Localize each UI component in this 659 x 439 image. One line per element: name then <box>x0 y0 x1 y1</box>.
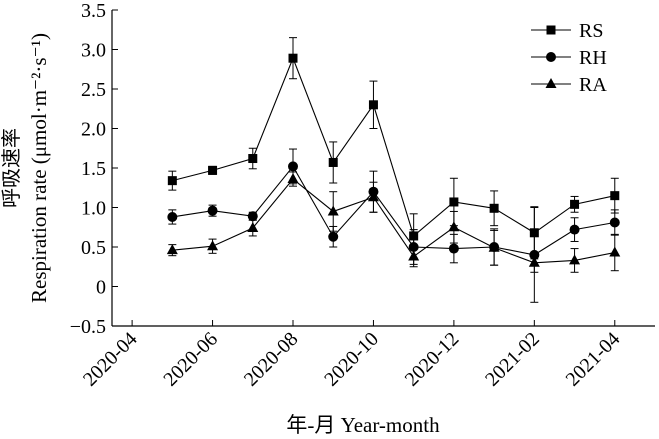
series-line-ra <box>172 178 615 264</box>
y-tick-label: −0.5 <box>70 316 106 338</box>
legend-label: RA <box>579 74 607 96</box>
x-tick-label: 2021-04 <box>562 328 625 391</box>
legend: RS RH RA <box>531 20 607 96</box>
legend-marker <box>546 52 556 62</box>
x-tick-label: 2020-06 <box>159 328 222 391</box>
y-tick-label: 0.5 <box>81 237 106 259</box>
y-tick-label: 2.0 <box>81 119 106 141</box>
data-point-ra <box>408 250 420 261</box>
data-point-ra <box>569 254 581 265</box>
legend-label: RH <box>579 47 607 69</box>
data-point-ra <box>367 191 379 202</box>
x-tick-label: 2020-10 <box>320 328 383 391</box>
y-axis-ticks: −0.5 0 0.5 1.0 1.5 2.0 2.5 3.0 3.5 <box>70 0 118 338</box>
legend-label: RS <box>579 20 603 42</box>
data-point-rs <box>248 154 258 164</box>
data-point-rs <box>328 157 338 167</box>
x-axis-ticks: 2020-04 2020-06 2020-08 2020-10 2020-12 2021-… <box>79 320 624 391</box>
data-point-rs <box>489 203 499 213</box>
data-point-rh <box>288 161 298 172</box>
y-axis-label-cn: 呼吸速率 <box>0 128 23 208</box>
data-point-rs <box>288 53 298 63</box>
series-line-rh <box>172 165 615 256</box>
legend-entry-rh: RH <box>531 47 607 69</box>
legend-entry-ra: RA <box>531 74 607 96</box>
x-axis-label: 年-月 Year-month <box>286 413 440 437</box>
y-tick-label: 3.5 <box>81 0 106 22</box>
data-point-ra <box>207 240 219 251</box>
data-point-rh <box>328 231 339 242</box>
axes <box>111 10 655 327</box>
y-tick-label: 2.5 <box>81 79 106 101</box>
data-point-ra <box>327 205 339 216</box>
y-tick-label: 3.0 <box>81 40 106 62</box>
y-tick-label: 1.5 <box>81 158 106 180</box>
y-tick-label: 0 <box>96 277 106 299</box>
series-line-rs <box>172 56 615 237</box>
x-tick-label: 2021-02 <box>481 328 544 391</box>
series-layer <box>166 37 621 303</box>
data-point-rh <box>609 217 620 228</box>
legend-entry-rs: RS <box>531 20 603 42</box>
data-point-rh <box>448 243 459 254</box>
data-point-ra <box>287 173 299 184</box>
data-point-ra <box>609 246 621 257</box>
series-ra <box>166 171 621 273</box>
legend-marker <box>546 25 556 35</box>
data-point-ra <box>247 222 259 233</box>
legend-marker <box>545 78 557 88</box>
data-point-rs <box>610 191 620 201</box>
data-point-ra <box>166 244 178 255</box>
data-point-rh <box>167 211 178 222</box>
data-point-ra <box>488 241 500 252</box>
data-point-rs <box>167 176 177 186</box>
data-point-rs <box>570 199 580 209</box>
data-point-ra <box>448 221 460 232</box>
series-rs <box>167 37 620 260</box>
y-tick-label: 1.0 <box>81 198 106 220</box>
x-tick-label: 2020-08 <box>240 328 303 391</box>
data-point-rs <box>449 197 459 207</box>
data-point-rs <box>368 100 378 110</box>
data-point-rs <box>208 165 218 175</box>
data-point-rh <box>247 211 258 222</box>
x-tick-label: 2020-12 <box>401 328 464 391</box>
data-point-rh <box>207 205 218 216</box>
data-point-ra <box>528 256 540 267</box>
y-axis-label-en: Respiration rate (μmol·m⁻²·s⁻¹) <box>27 33 51 303</box>
data-point-rh <box>569 224 580 235</box>
y-axis-label: 呼吸速率 Respiration rate (μmol·m⁻²·s⁻¹) <box>0 33 51 303</box>
